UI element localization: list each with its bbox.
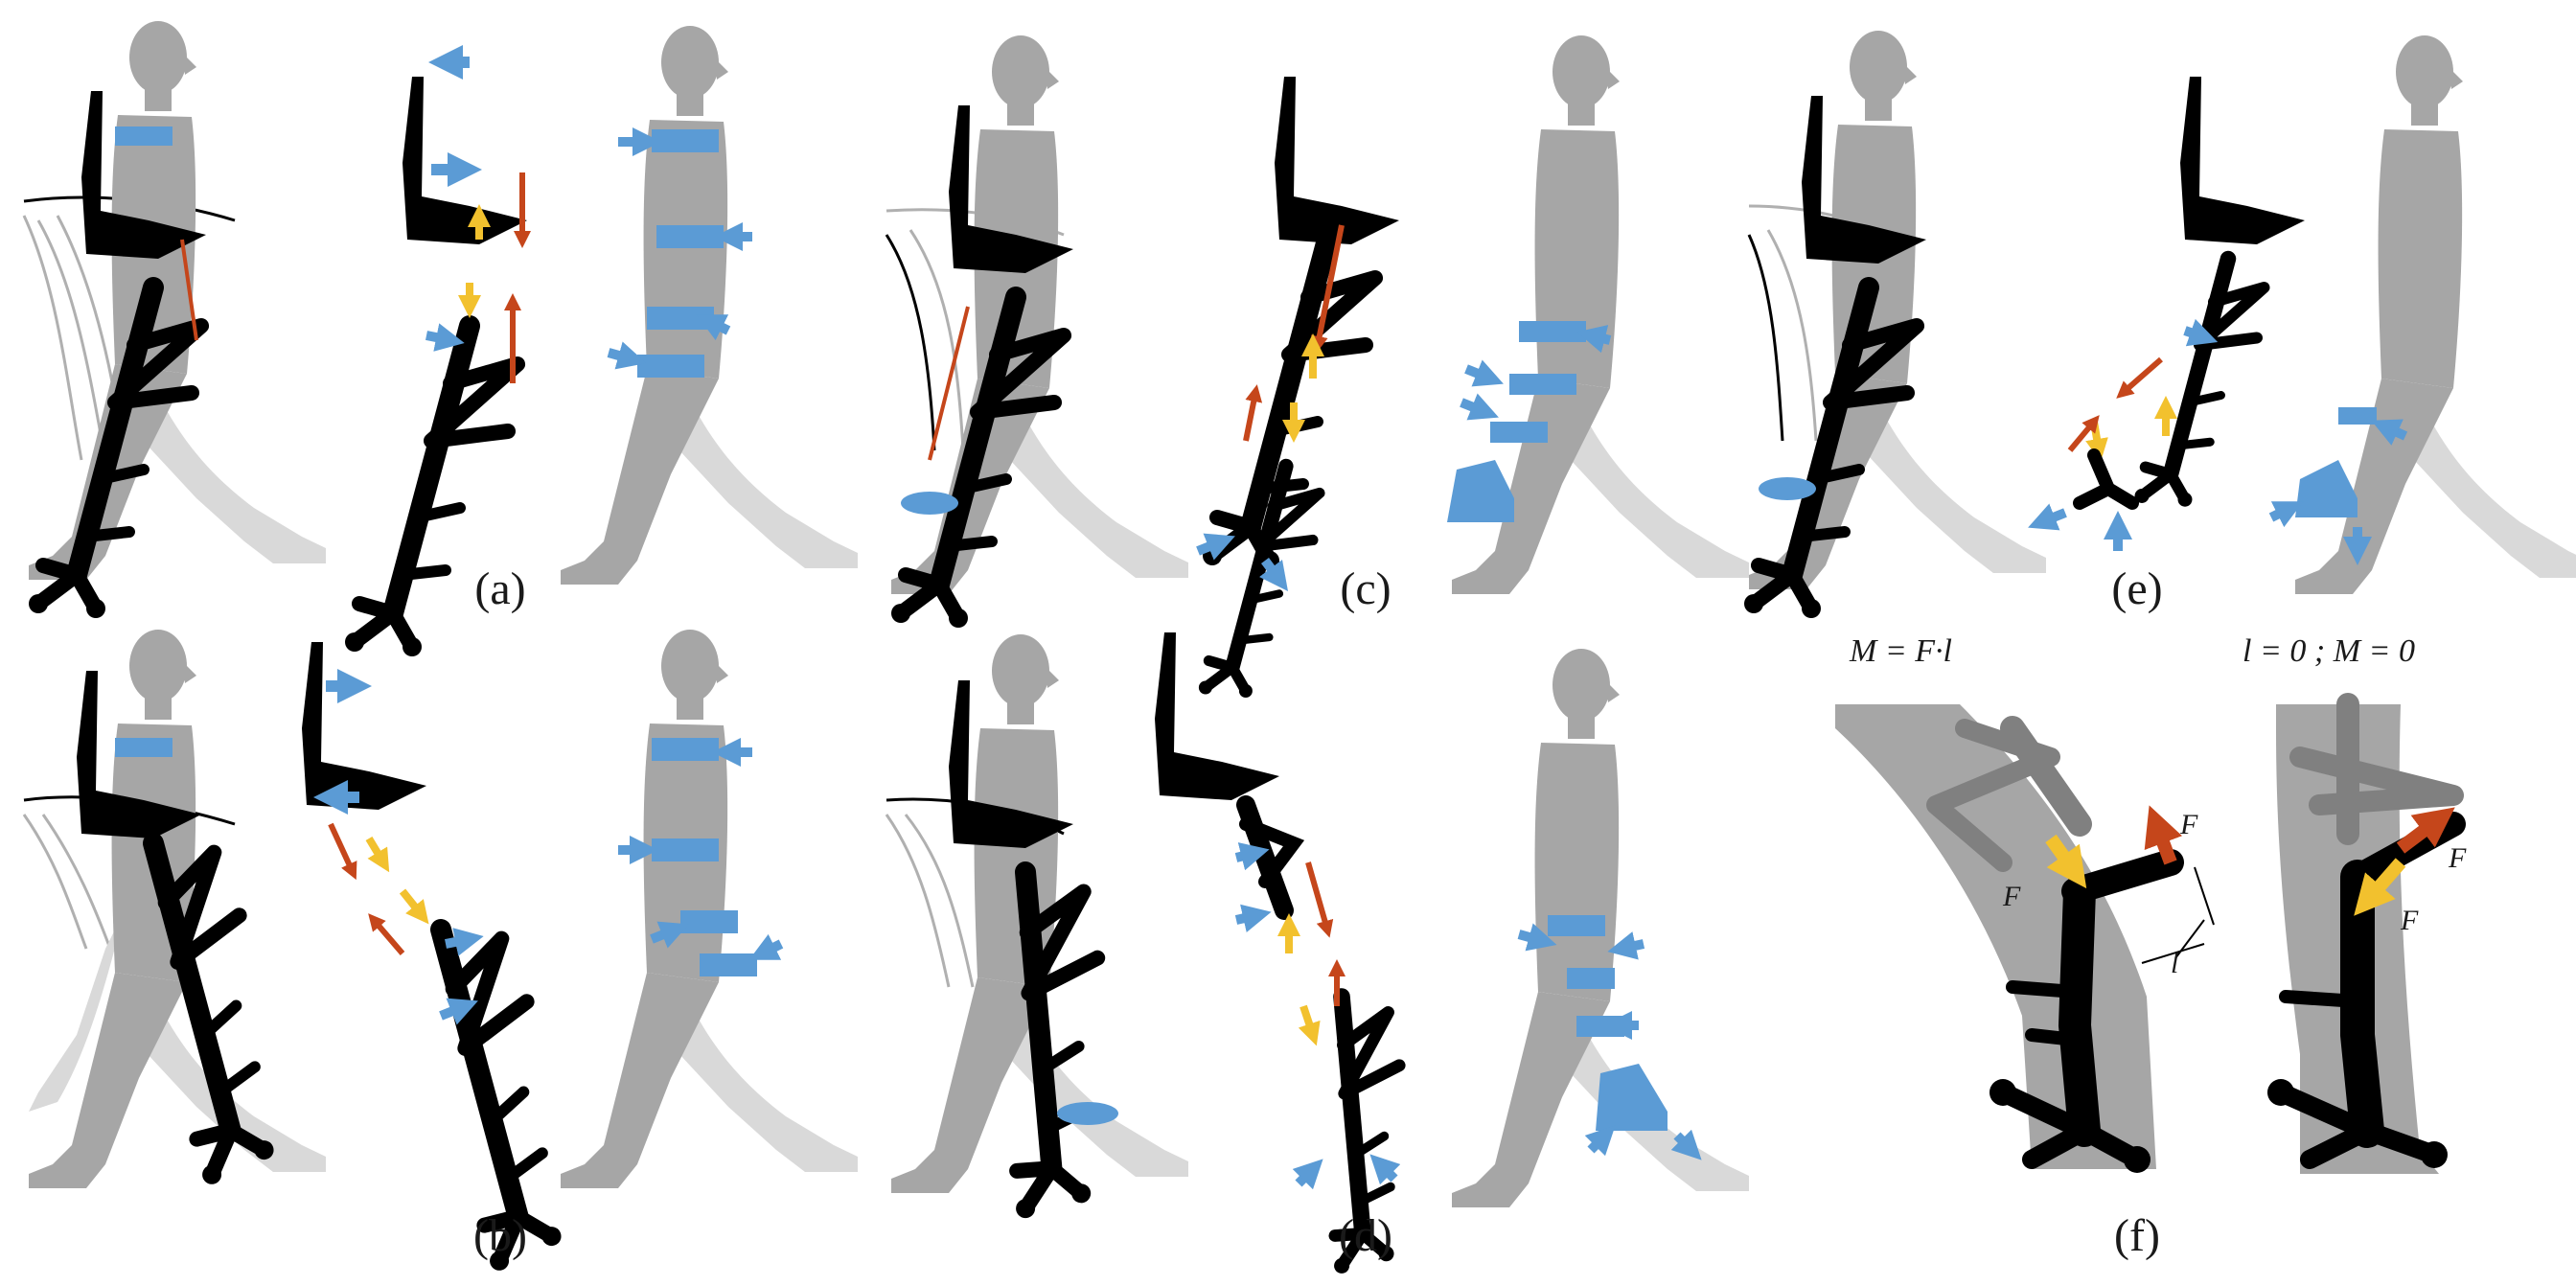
contact-foot	[1057, 1102, 1118, 1125]
red-arrow	[1305, 861, 1334, 938]
contact-band	[115, 738, 172, 757]
blue-arrow	[2183, 318, 2219, 347]
panel-label-a: (a)	[474, 563, 525, 614]
contact-band	[652, 838, 719, 861]
detail-aligned-joint	[2267, 693, 2466, 1174]
exo-leg-e2	[2135, 259, 2265, 507]
contact-foot	[901, 492, 958, 515]
blue-arrow	[1670, 1129, 1702, 1160]
blue-arrow	[1517, 923, 1557, 952]
contact-band	[1490, 422, 1548, 443]
panel-a: (a)	[24, 21, 858, 656]
blue-arrow	[607, 341, 647, 370]
panel-label-d: (d)	[1339, 1210, 1392, 1261]
blue-arrow	[1234, 904, 1272, 932]
human-figure-a3	[561, 26, 858, 585]
panel-c: (c)	[886, 35, 1749, 698]
detail-offset-joint	[1835, 704, 2215, 1173]
exo-foot-e2	[2073, 448, 2139, 510]
red-arrow	[2396, 807, 2455, 854]
yellow-arrow	[2045, 834, 2087, 889]
lever-arm-label: l	[2171, 948, 2178, 979]
red-arrow	[2144, 805, 2183, 865]
red-arrow	[2116, 356, 2163, 399]
contact-band	[647, 307, 714, 330]
blue-arrow	[1576, 325, 1612, 354]
blue-arrow	[748, 933, 784, 960]
blue-arrow	[650, 921, 689, 949]
zero-moment-formula: l = 0 ; M = 0	[2242, 633, 2415, 669]
blue-arrow	[1460, 393, 1499, 421]
contact-foot	[1596, 1064, 1668, 1131]
panel-label-e: (e)	[2111, 563, 2162, 614]
strap-line	[180, 239, 198, 341]
blue-arrow	[1259, 558, 1288, 591]
force-label: F	[2400, 905, 2419, 936]
yellow-arrow	[2354, 858, 2406, 916]
blue-arrow	[1369, 1154, 1401, 1185]
blue-arrow	[426, 323, 465, 352]
human-figure-a1	[29, 21, 326, 580]
contact-band	[652, 129, 719, 152]
moment-formula: M = F·l	[1849, 633, 1952, 669]
blue-arrow	[2268, 501, 2304, 528]
panel-label-f: (f)	[2114, 1210, 2160, 1261]
yellow-arrow	[2085, 421, 2108, 462]
contact-foot	[1447, 460, 1514, 522]
contact-band	[700, 953, 757, 976]
contact-band	[1548, 915, 1605, 936]
human-figure-b3	[561, 630, 858, 1188]
blue-arrow	[1196, 533, 1235, 561]
contact-band	[1567, 968, 1615, 989]
strap-line	[928, 306, 970, 461]
blue-arrow	[439, 998, 478, 1025]
exo-seat-b2	[302, 642, 426, 810]
contact-band	[1509, 374, 1576, 395]
panel-label-b: (b)	[473, 1210, 527, 1261]
contact-band	[637, 355, 704, 378]
blue-arrow	[696, 314, 731, 341]
panel-d: (d)	[885, 632, 1749, 1279]
contact-band	[2338, 407, 2377, 425]
contact-foot	[2295, 460, 2358, 517]
panel-e: (e)	[1744, 31, 2576, 618]
contact-foot	[1759, 477, 1816, 500]
contact-band	[680, 910, 738, 933]
contact-band	[115, 126, 172, 146]
force-label: F	[2448, 842, 2467, 874]
blue-arrow	[445, 928, 484, 956]
blue-arrow	[1234, 842, 1270, 871]
exo-seat-c2	[1275, 77, 1399, 244]
panel-label-c: (c)	[1340, 563, 1391, 614]
contact-band	[1519, 321, 1586, 342]
yellow-arrow	[365, 836, 390, 873]
red-arrow	[368, 913, 405, 955]
yellow-arrow	[1298, 1004, 1321, 1046]
blue-arrow	[1584, 1125, 1616, 1157]
yellow-arrow	[399, 888, 429, 925]
blue-arrow	[1292, 1159, 1323, 1190]
red-arrow	[1243, 384, 1263, 442]
red-arrow	[1310, 224, 1345, 354]
force-label: F	[2002, 881, 2021, 912]
force-label: F	[2179, 809, 2198, 840]
exo-seat-e2	[2180, 77, 2305, 244]
panel-b: (b)	[22, 630, 858, 1278]
human-figure-e1	[1749, 31, 2046, 589]
blue-arrow	[1464, 359, 1504, 387]
red-arrow	[2067, 415, 2100, 452]
blue-arrow	[2371, 419, 2408, 446]
exo-seat-a2	[402, 77, 527, 244]
blue-arrow	[2028, 503, 2067, 531]
red-arrow	[328, 822, 357, 881]
contact-band	[652, 738, 719, 761]
contact-band	[1576, 1016, 1624, 1037]
panel-f: M = F·l l = 0 ; M = 0 F F l	[1835, 633, 2467, 1261]
contact-band	[656, 225, 724, 248]
blue-arrow	[1607, 931, 1645, 960]
